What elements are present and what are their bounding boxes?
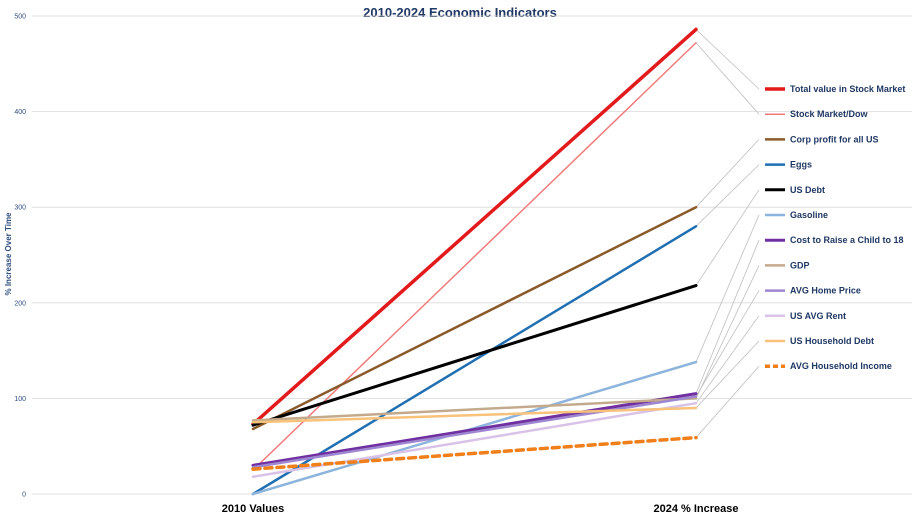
legend-label: US Debt [790,185,825,195]
series-line [251,205,698,431]
series-line [251,435,698,471]
legend-connector [695,214,760,363]
legend-label: US Household Debt [790,336,874,346]
legend-connector [695,189,760,286]
chart-title: 2010-2024 Economic Indicators [363,5,557,20]
legend-label: US AVG Rent [790,311,846,321]
legend-connector [695,365,760,438]
legend-label: Cost to Raise a Child to 18 [790,235,904,245]
series-line [251,284,698,427]
series-line [252,42,697,471]
series-line [251,392,698,467]
legend-connector [695,29,760,90]
y-tick-label: 200 [14,300,26,307]
series-line [251,406,698,424]
x-tick-label: 2024 % Increase [653,503,738,515]
legend-label: Total value in Stock Market [790,84,905,94]
legend-label: AVG Home Price [790,286,861,296]
x-tick-label: 2010 Values [222,503,284,515]
legend-connector [695,315,760,404]
legend-connector [695,139,760,208]
series-line [251,397,698,422]
legend-connector [695,340,760,409]
y-tick-label: 400 [14,109,26,116]
legend-label: GDP [790,260,810,270]
series-line [251,395,698,469]
y-tick-label: 500 [14,14,26,21]
legend-label: AVG Household Income [790,361,892,371]
legend-connector [695,164,760,227]
y-tick-label: 0 [22,492,26,499]
legend-label: Eggs [790,160,812,170]
y-tick-label: 100 [14,396,26,403]
legend-connector [695,290,760,397]
legend-connector [695,42,760,115]
legend-connector [695,240,760,394]
legend-label: Stock Market/Dow [790,109,869,119]
legend-label: Gasoline [790,210,828,220]
y-axis-label: % Increase Over Time [4,212,13,296]
legend-label: Corp profit for all US [790,134,879,144]
series-line [251,27,698,426]
series-line [251,225,698,496]
y-tick-label: 300 [14,205,26,212]
legend-connector [695,265,760,399]
